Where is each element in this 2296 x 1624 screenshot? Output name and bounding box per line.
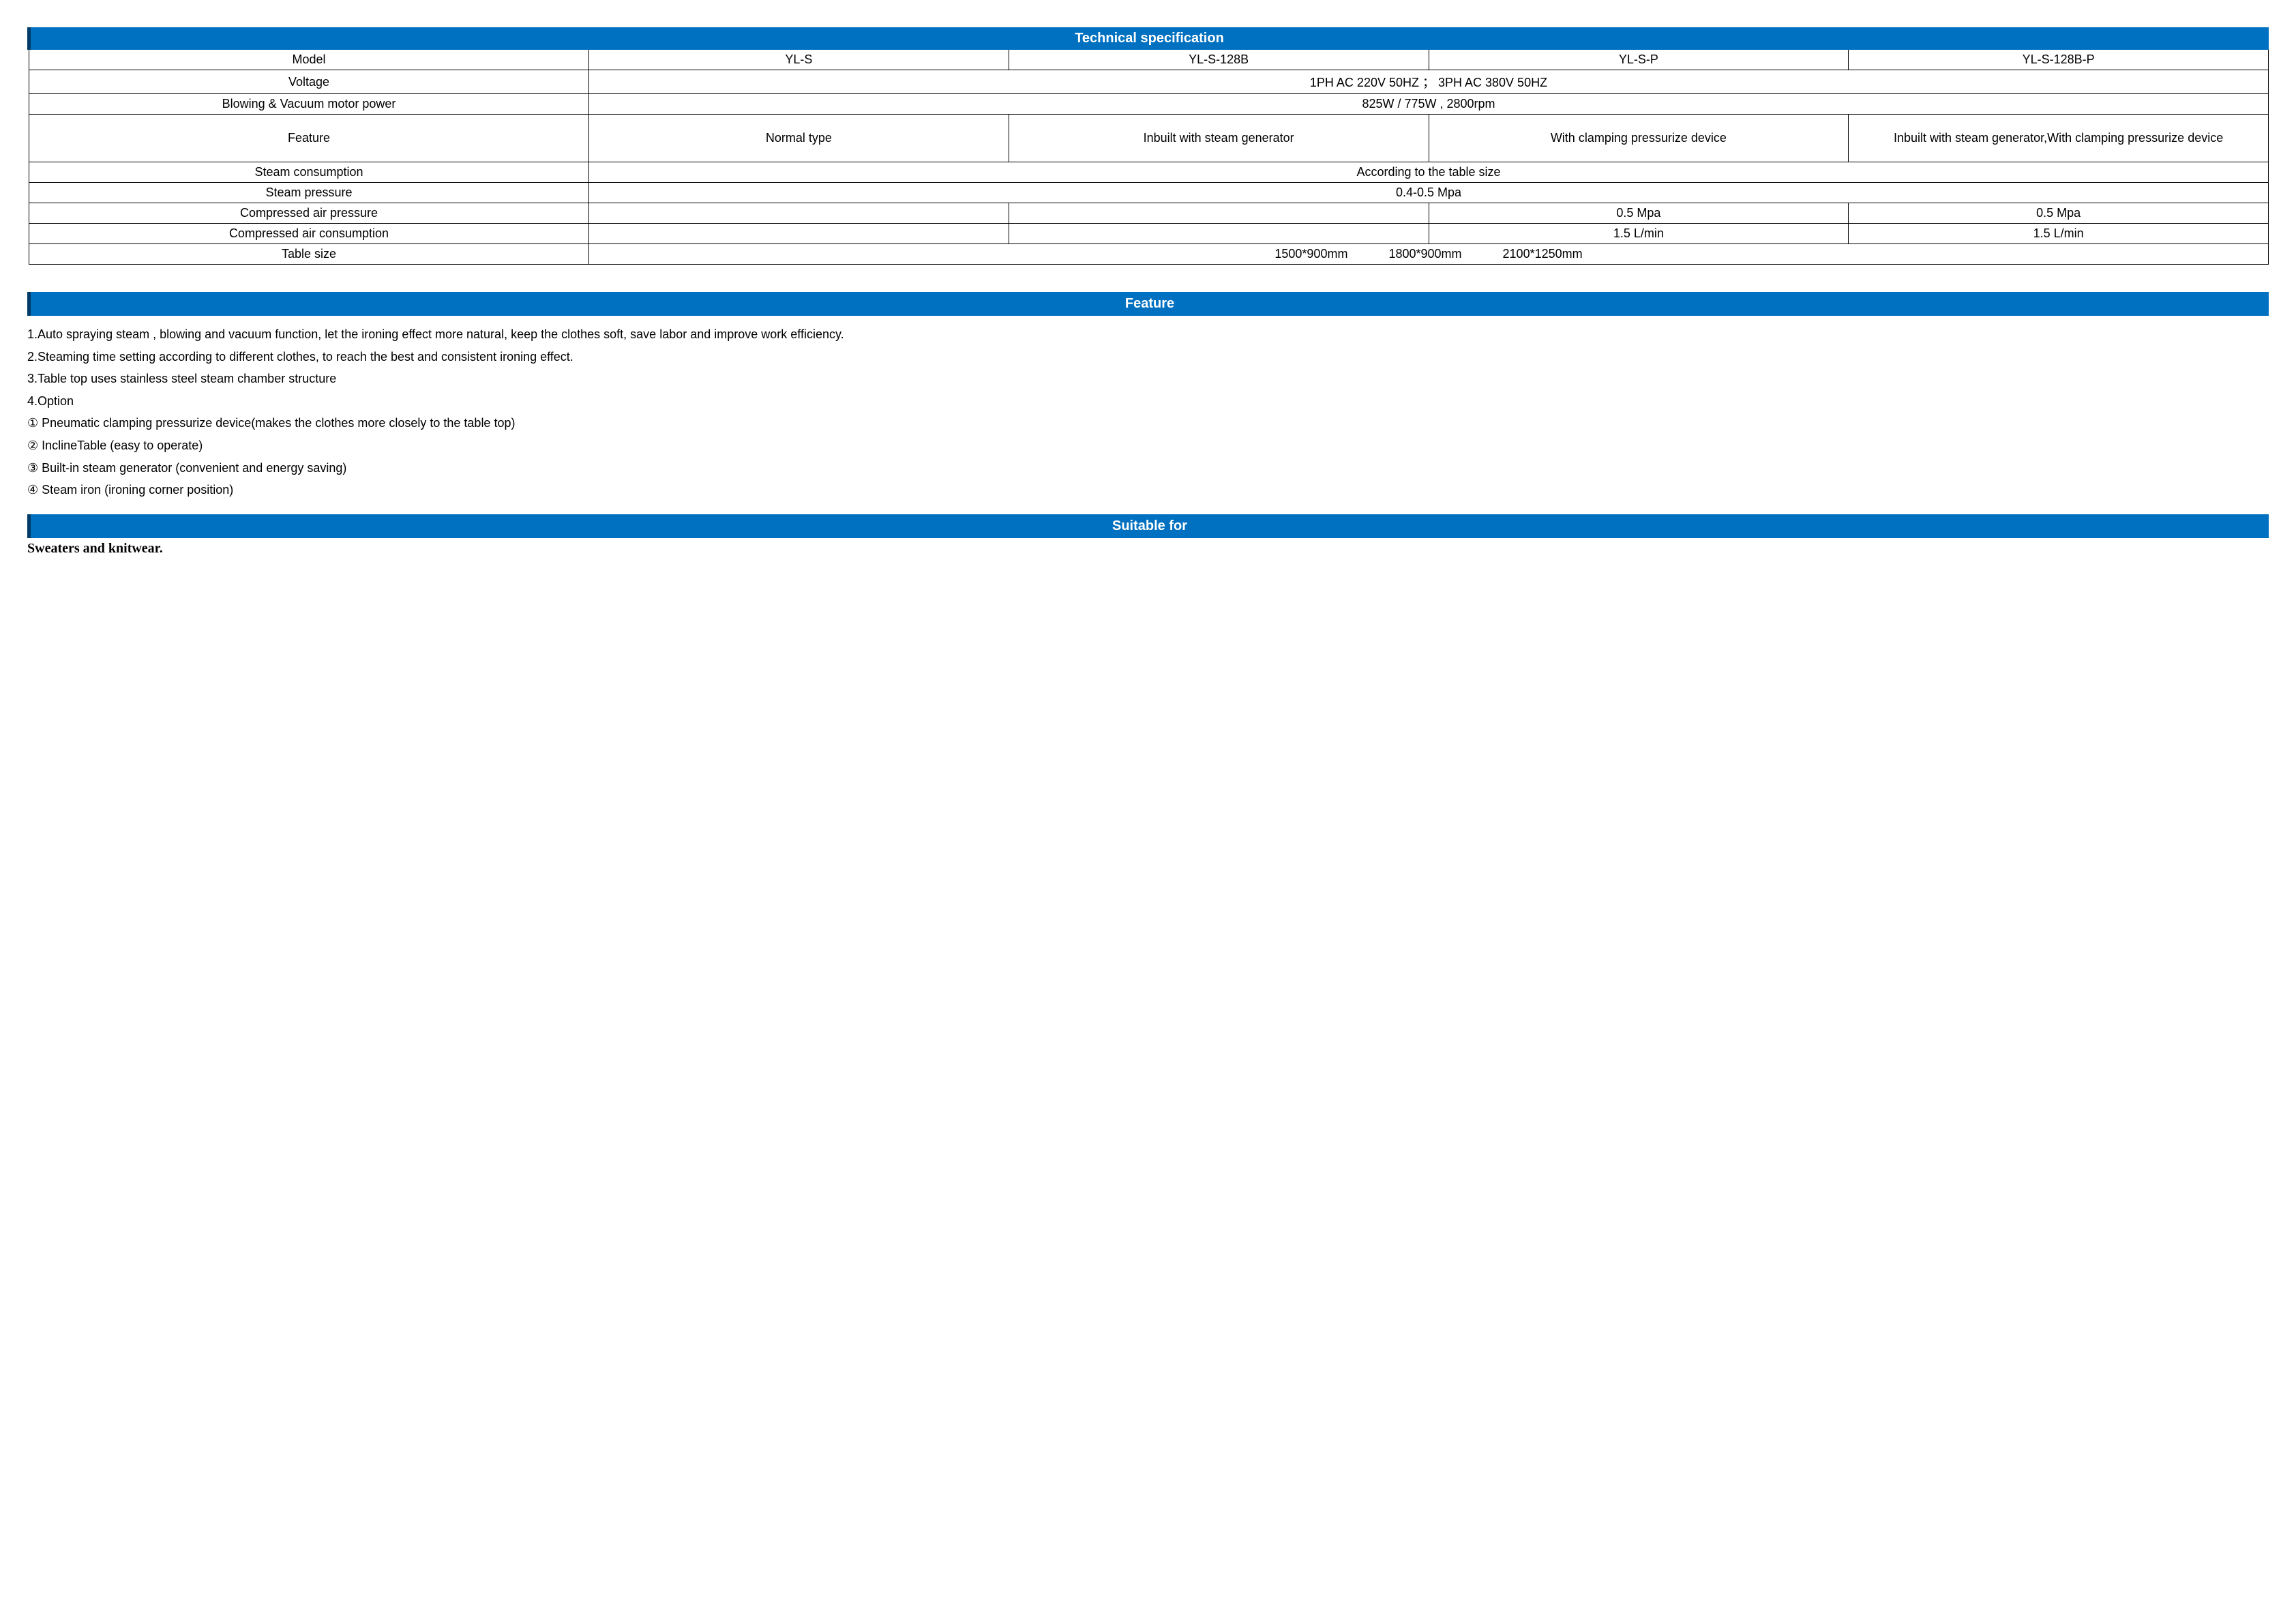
cell-air-consumption-1	[1009, 224, 1429, 244]
feature-line-6: ③ Built-in steam generator (convenient a…	[27, 458, 2269, 479]
feature-line-2: 3.Table top uses stainless steel steam c…	[27, 368, 2269, 389]
cell-model-0: YL-S	[589, 50, 1009, 70]
cell-air-consumption-0	[589, 224, 1009, 244]
label-steam-consumption: Steam consumption	[29, 162, 589, 183]
label-steam-pressure: Steam pressure	[29, 183, 589, 203]
feature-line-1: 2.Steaming time setting according to dif…	[27, 346, 2269, 368]
cell-model-1: YL-S-128B	[1009, 50, 1429, 70]
table-size-1: 1800*900mm	[1388, 247, 1461, 261]
cell-motor-power: 825W / 775W , 2800rpm	[589, 94, 2269, 115]
label-model: Model	[29, 50, 589, 70]
label-air-consumption: Compressed air consumption	[29, 224, 589, 244]
feature-line-0: 1.Auto spraying steam , blowing and vacu…	[27, 324, 2269, 345]
row-feature: Feature Normal type Inbuilt with steam g…	[29, 115, 2269, 162]
spec-header-row: Technical specification	[29, 28, 2269, 50]
cell-air-pressure-1	[1009, 203, 1429, 224]
feature-list: 1.Auto spraying steam , blowing and vacu…	[27, 316, 2269, 501]
cell-model-3: YL-S-128B-P	[1849, 50, 2269, 70]
row-model: Model YL-S YL-S-128B YL-S-P YL-S-128B-P	[29, 50, 2269, 70]
label-table-size: Table size	[29, 244, 589, 265]
cell-air-pressure-0	[589, 203, 1009, 224]
feature-header: Feature	[27, 292, 2269, 316]
cell-model-2: YL-S-P	[1429, 50, 1849, 70]
suitable-text: Sweaters and knitwear.	[27, 541, 2269, 557]
label-feature: Feature	[29, 115, 589, 162]
row-air-pressure: Compressed air pressure 0.5 Mpa 0.5 Mpa	[29, 203, 2269, 224]
cell-feature-3: Inbuilt with steam generator,With clampi…	[1849, 115, 2269, 162]
row-air-consumption: Compressed air consumption 1.5 L/min 1.5…	[29, 224, 2269, 244]
cell-feature-1: Inbuilt with steam generator	[1009, 115, 1429, 162]
suitable-header: Suitable for	[27, 514, 2269, 538]
row-steam-consumption: Steam consumption According to the table…	[29, 162, 2269, 183]
feature-line-5: ② InclineTable (easy to operate)	[27, 435, 2269, 456]
label-air-pressure: Compressed air pressure	[29, 203, 589, 224]
row-table-size: Table size 1500*900mm 1800*900mm 2100*12…	[29, 244, 2269, 265]
feature-line-4: ① Pneumatic clamping pressurize device(m…	[27, 413, 2269, 434]
feature-section: Feature 1.Auto spraying steam , blowing …	[27, 292, 2269, 501]
label-voltage: Voltage	[29, 70, 589, 94]
suitable-section: Suitable for Sweaters and knitwear.	[27, 514, 2269, 557]
label-motor-power: Blowing & Vacuum motor power	[29, 94, 589, 115]
row-voltage: Voltage 1PH AC 220V 50HZ ； 3PH AC 380V 5…	[29, 70, 2269, 94]
cell-steam-pressure: 0.4-0.5 Mpa	[589, 183, 2269, 203]
cell-air-consumption-2: 1.5 L/min	[1429, 224, 1849, 244]
feature-line-7: ④ Steam iron (ironing corner position)	[27, 479, 2269, 501]
cell-feature-0: Normal type	[589, 115, 1009, 162]
row-steam-pressure: Steam pressure 0.4-0.5 Mpa	[29, 183, 2269, 203]
cell-steam-consumption: According to the table size	[589, 162, 2269, 183]
cell-air-consumption-3: 1.5 L/min	[1849, 224, 2269, 244]
row-motor-power: Blowing & Vacuum motor power 825W / 775W…	[29, 94, 2269, 115]
feature-line-3: 4.Option	[27, 391, 2269, 412]
spec-title: Technical specification	[29, 28, 2269, 50]
cell-air-pressure-2: 0.5 Mpa	[1429, 203, 1849, 224]
table-size-2: 2100*1250mm	[1503, 247, 1583, 261]
cell-table-size: 1500*900mm 1800*900mm 2100*1250mm	[589, 244, 2269, 265]
table-size-0: 1500*900mm	[1274, 247, 1347, 261]
cell-voltage: 1PH AC 220V 50HZ ； 3PH AC 380V 50HZ	[589, 70, 2269, 94]
cell-air-pressure-3: 0.5 Mpa	[1849, 203, 2269, 224]
cell-feature-2: With clamping pressurize device	[1429, 115, 1849, 162]
technical-spec-table: Technical specification Model YL-S YL-S-…	[27, 27, 2269, 265]
